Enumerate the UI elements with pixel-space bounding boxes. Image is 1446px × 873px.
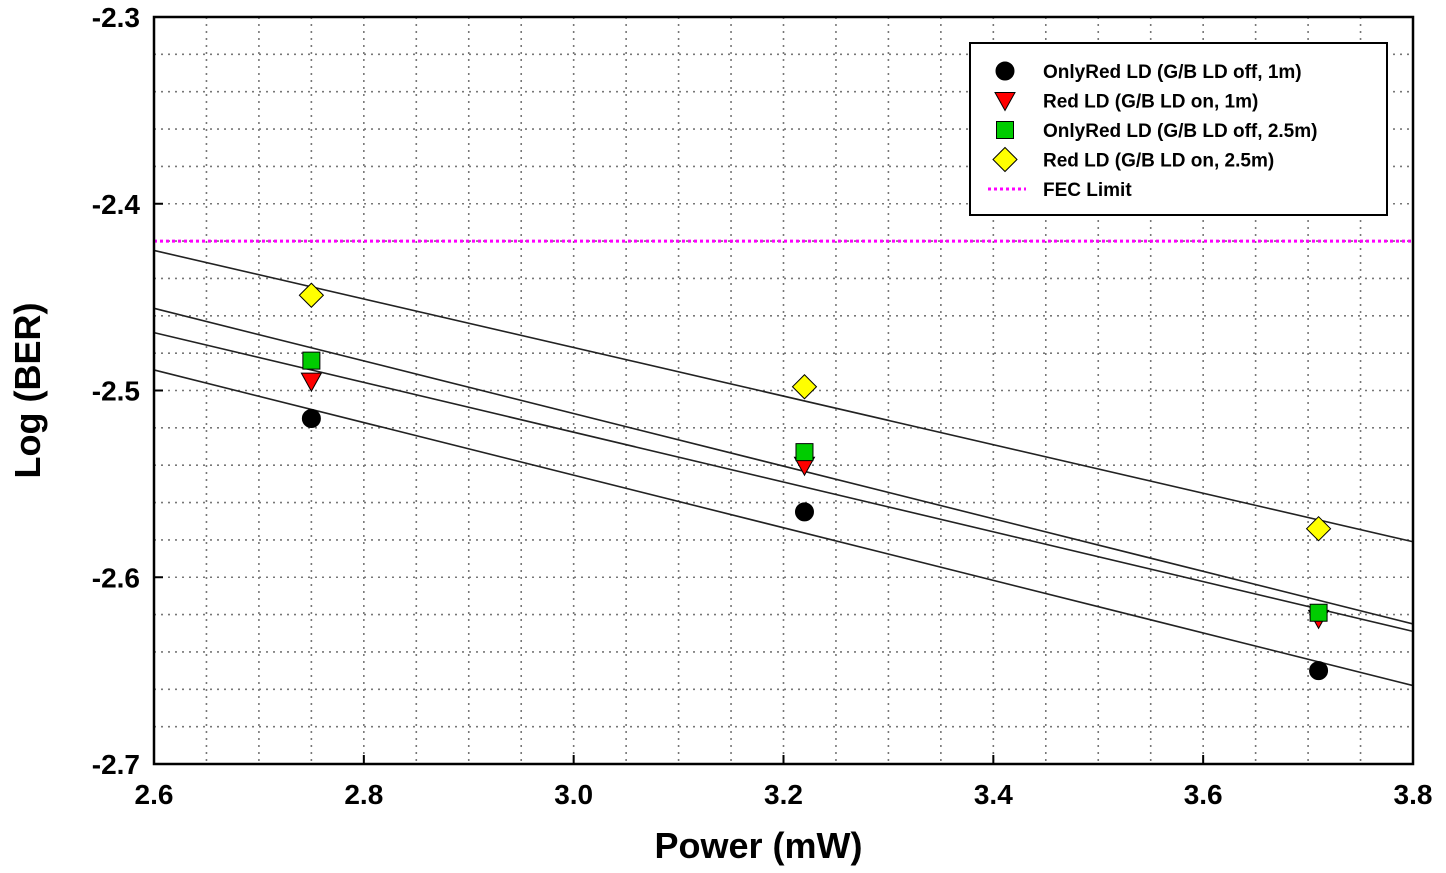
data-point-onlyred-ld-g-b-ld-off-1m [1309,661,1329,681]
legend-symbol-onlyred-ld-g-b-ld-off-1m [995,61,1015,81]
x-tick-label: 3.4 [974,779,1013,810]
data-point-onlyred-ld-g-b-ld-off-2-5m [795,443,814,462]
legend-label: OnlyRed LD (G/B LD off, 2.5m) [1043,121,1317,142]
data-point-red-ld-g-b-ld-on-2-5m [298,282,325,308]
x-axis-ticks: 2.6 2.8 3.0 3.2 3.4 3.6 3.8 [135,755,1433,810]
x-tick-label: 2.8 [344,779,383,810]
data-point-onlyred-ld-g-b-ld-off-2-5m [1309,603,1328,622]
y-axis-ticks: -2.3 -2.4 -2.5 -2.6 -2.7 [92,2,163,780]
x-tick-label: 3.0 [554,779,593,810]
legend-item: Red LD (G/B LD on, 1m) [994,92,1258,113]
data-point-red-ld-g-b-ld-on-2-5m [1305,515,1332,542]
x-tick-label: 3.8 [1394,779,1433,810]
legend-item: OnlyRed LD (G/B LD off, 1m) [995,61,1302,83]
y-axis-title: Log (BER) [7,303,48,479]
legend-symbol-red-ld-g-b-ld-on-2-5m [992,146,1018,173]
legend-label: FEC Limit [1043,180,1132,201]
x-tick-label: 2.6 [135,779,174,810]
legend: OnlyRed LD (G/B LD off, 1m) Red LD (G/B L… [969,42,1388,216]
legend-item: FEC Limit [988,180,1132,201]
data-point-red-ld-g-b-ld-on-1m [300,372,323,393]
y-tick-label: -2.3 [92,2,140,33]
data-point-onlyred-ld-g-b-ld-off-1m [301,409,321,429]
legend-symbol-onlyred-ld-g-b-ld-off-2-5m [996,121,1014,139]
legend-item: Red LD (G/B LD on, 2.5m) [992,146,1274,173]
legend-label: Red LD (G/B LD on, 1m) [1043,92,1258,113]
data-points [298,282,1332,681]
legend-symbol-red-ld-g-b-ld-on-1m [994,92,1016,112]
x-tick-label: 3.6 [1184,779,1223,810]
legend-label: OnlyRed LD (G/B LD off, 1m) [1043,62,1302,83]
fit-line-red-ld-g-b-ld-on-1m [153,331,1414,633]
y-tick-label: -2.4 [92,189,141,220]
fit-lines [153,249,1414,687]
data-point-red-ld-g-b-ld-on-2-5m [791,374,818,400]
data-point-onlyred-ld-g-b-ld-off-1m [794,502,814,522]
fit-line-onlyred-ld-g-b-ld-off-1m [153,369,1414,687]
x-tick-label: 3.2 [764,779,803,810]
fit-line-red-ld-g-b-ld-on-2-5m [153,249,1414,543]
y-tick-label: -2.7 [92,749,140,780]
legend-box [969,42,1388,216]
data-point-onlyred-ld-g-b-ld-off-2-5m [302,351,321,370]
legend-item: OnlyRed LD (G/B LD off, 2.5m) [996,121,1317,142]
y-tick-label: -2.6 [92,562,140,593]
legend-label: Red LD (G/B LD on, 2.5m) [1043,151,1274,172]
x-axis-title: Power (mW) [654,825,862,866]
fit-line-onlyred-ld-g-b-ld-off-2-5m [153,307,1414,625]
y-tick-label: -2.5 [92,376,140,407]
